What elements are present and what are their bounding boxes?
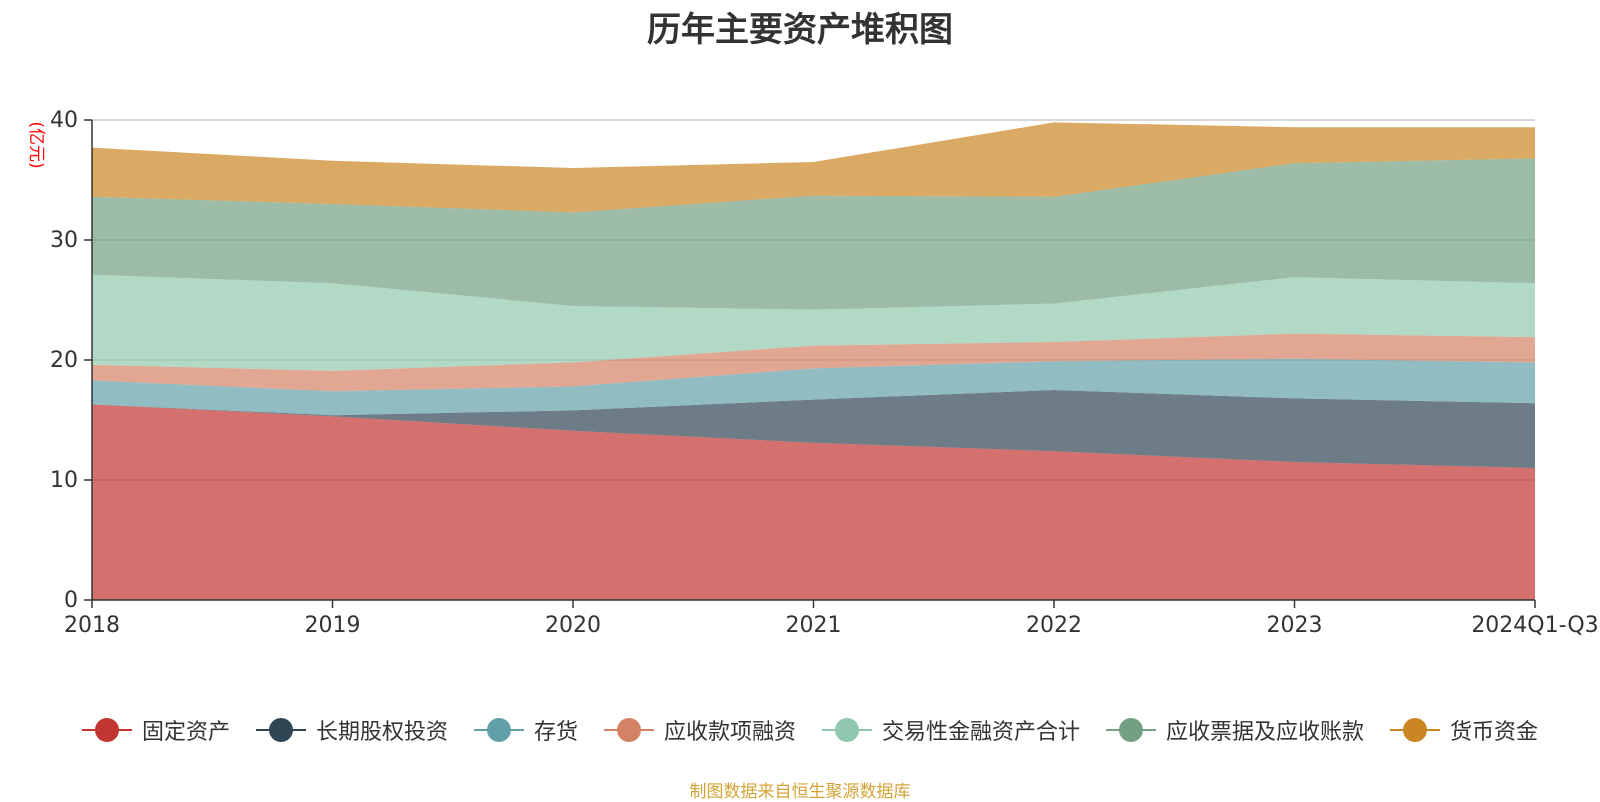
x-tick-label-5: 2023 bbox=[1267, 613, 1323, 638]
legend-marker-icon bbox=[822, 718, 872, 742]
area-series-2 bbox=[92, 358, 1535, 416]
y-tick-label-40: 40 bbox=[50, 108, 78, 133]
legend-marker-icon bbox=[473, 718, 524, 742]
legend-label: 应收票据及应收账款 bbox=[1166, 720, 1365, 745]
legend-item-4[interactable]: 交易性金融资产合计 bbox=[822, 714, 1080, 746]
axes: 0 10 20 30 40 2018 2019 2020 2021 2022 2023 2024Q1-… bbox=[50, 108, 1599, 638]
legend-marker-icon bbox=[603, 718, 654, 742]
legend-marker-icon bbox=[1106, 718, 1157, 742]
legend-label: 长期股权投资 bbox=[315, 720, 448, 745]
x-tick-label-4: 2022 bbox=[1026, 613, 1082, 638]
chart-title: 历年主要资产堆积图 bbox=[647, 10, 953, 50]
area-series-0 bbox=[92, 404, 1535, 600]
x-tick-label-1: 2019 bbox=[305, 613, 361, 638]
legend-label: 应收款项融资 bbox=[663, 720, 796, 745]
y-tick-label-30: 30 bbox=[50, 228, 78, 253]
stacked-area-chart: 0 10 20 30 40 2018 2019 2020 2021 2022 2023 2024Q1-… bbox=[26, 108, 1599, 638]
x-tick-label-2: 2020 bbox=[545, 613, 601, 638]
area-series-3 bbox=[92, 333, 1535, 392]
legend-marker-icon bbox=[81, 718, 132, 742]
y-tick-label-20: 20 bbox=[50, 348, 78, 373]
legend-item-3[interactable]: 应收款项融资 bbox=[603, 714, 796, 746]
y-axis-unit-label: (亿元) bbox=[26, 121, 46, 168]
legend-item-0[interactable]: 固定资产 bbox=[81, 714, 230, 746]
y-tick-label-0: 0 bbox=[64, 588, 78, 613]
legend-item-5[interactable]: 应收票据及应收账款 bbox=[1106, 714, 1364, 746]
legend: 固定资产 长期股权投资 存货 应收款项融资 交易性金融资产合计 应收票据及应收账款 货币资金 bbox=[40, 714, 1580, 746]
legend-label: 货币资金 bbox=[1450, 720, 1539, 745]
legend-item-6[interactable]: 货币资金 bbox=[1390, 714, 1538, 746]
area-layers bbox=[92, 122, 1535, 600]
y-tick-label-10: 10 bbox=[50, 468, 78, 493]
legend-label: 固定资产 bbox=[141, 720, 230, 745]
legend-label: 交易性金融资产合计 bbox=[882, 720, 1081, 745]
area-series-5 bbox=[92, 158, 1535, 310]
area-series-1 bbox=[92, 390, 1535, 468]
x-tick-label-0: 2018 bbox=[64, 613, 120, 638]
legend-marker-icon bbox=[1390, 718, 1441, 742]
source-note: 制图数据来自恒生聚源数据库 bbox=[689, 782, 911, 802]
area-series-6 bbox=[92, 122, 1535, 213]
legend-item-2[interactable]: 存货 bbox=[473, 714, 578, 746]
legend-marker-icon bbox=[255, 718, 306, 742]
area-series-4 bbox=[92, 274, 1535, 371]
x-tick-label-6: 2024Q1-Q3 bbox=[1471, 613, 1598, 638]
legend-item-1[interactable]: 长期股权投资 bbox=[255, 714, 448, 746]
legend-label: 存货 bbox=[533, 720, 578, 745]
x-tick-label-3: 2021 bbox=[786, 613, 842, 638]
